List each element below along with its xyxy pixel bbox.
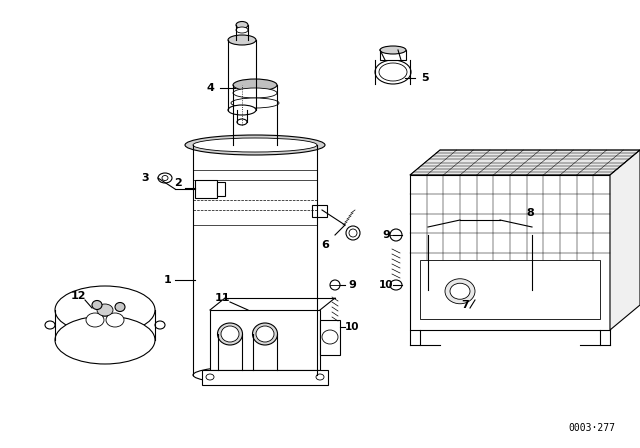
Polygon shape [410,150,640,175]
Ellipse shape [158,173,172,183]
Ellipse shape [253,323,278,345]
Ellipse shape [428,218,532,252]
Text: 5: 5 [421,73,429,83]
Text: 11: 11 [214,293,230,303]
Ellipse shape [375,60,411,84]
Text: 10: 10 [345,322,359,332]
Text: 8: 8 [526,208,534,218]
Ellipse shape [380,46,406,54]
Ellipse shape [330,280,340,290]
Text: 0003·277: 0003·277 [568,423,615,433]
Ellipse shape [97,304,113,316]
Ellipse shape [185,135,325,155]
Text: 10: 10 [379,280,393,290]
Ellipse shape [231,98,279,108]
Polygon shape [610,150,640,330]
Ellipse shape [206,374,214,380]
Text: 1: 1 [164,275,172,285]
Text: 3: 3 [141,173,149,183]
Ellipse shape [218,323,243,345]
Ellipse shape [115,302,125,311]
Ellipse shape [445,279,475,304]
Ellipse shape [330,323,340,331]
Text: 2: 2 [174,178,182,188]
Text: 9: 9 [348,280,356,290]
Ellipse shape [450,283,470,299]
Bar [195,180,217,198]
Ellipse shape [236,22,248,29]
Ellipse shape [45,321,55,329]
Ellipse shape [379,63,407,81]
Ellipse shape [106,313,124,327]
Ellipse shape [221,326,239,342]
Ellipse shape [236,27,248,33]
Bar [470,290,490,302]
Ellipse shape [193,136,317,154]
Ellipse shape [228,105,256,115]
Ellipse shape [476,294,484,300]
Text: 6: 6 [321,240,329,250]
Ellipse shape [55,286,155,334]
Text: 4: 4 [206,83,214,93]
Ellipse shape [55,316,155,364]
Ellipse shape [92,301,102,310]
Ellipse shape [346,226,360,240]
Ellipse shape [193,366,317,384]
Bar [410,175,610,330]
Ellipse shape [193,138,317,152]
Ellipse shape [233,88,277,98]
Text: 9: 9 [382,230,390,240]
Ellipse shape [256,326,274,342]
Ellipse shape [316,374,324,380]
Bar [420,260,600,319]
Ellipse shape [428,273,532,307]
Ellipse shape [233,79,277,91]
Bar [217,182,225,196]
Ellipse shape [237,119,247,125]
Ellipse shape [162,176,168,181]
Ellipse shape [86,313,104,327]
Text: 7: 7 [461,300,469,310]
Bar [202,370,328,385]
Ellipse shape [155,321,165,329]
Bar [320,320,340,355]
Ellipse shape [349,229,357,237]
Text: 12: 12 [70,291,86,301]
Ellipse shape [322,330,338,344]
Ellipse shape [228,35,256,45]
Bar [312,205,327,217]
Ellipse shape [436,276,524,305]
Ellipse shape [390,280,402,290]
Bar [210,310,320,370]
Bar [380,50,406,60]
Ellipse shape [390,229,402,241]
